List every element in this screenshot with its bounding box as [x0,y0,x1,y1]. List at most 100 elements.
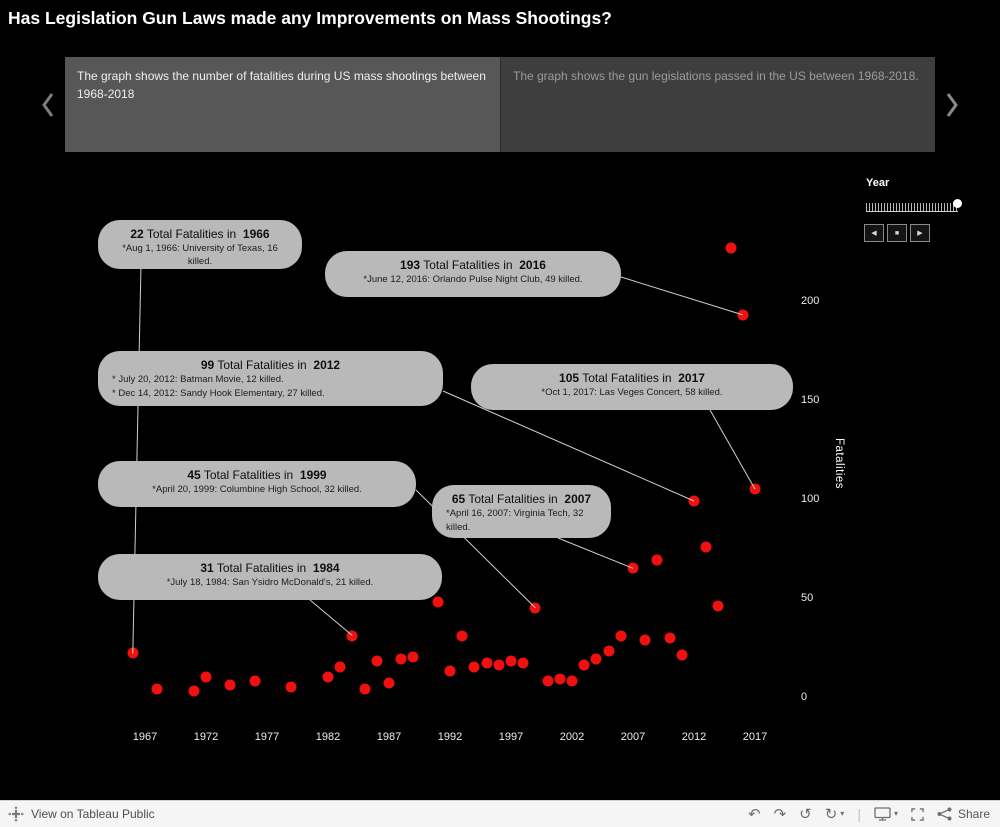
data-point-1993[interactable] [456,630,468,642]
data-point-2008[interactable] [639,634,651,646]
story-point-fatalities[interactable]: The graph shows the number of fatalities… [65,57,500,152]
data-point-1999[interactable] [529,602,541,614]
caret-down-icon[interactable]: ▾ [840,809,845,818]
share-icon[interactable]: Share [937,807,990,821]
data-point-2009[interactable] [651,554,663,566]
data-point-2006[interactable] [615,630,627,642]
data-point-2004[interactable] [590,653,602,665]
step-forward-button[interactable]: ▶ [910,224,930,242]
undo-icon[interactable]: ↶ [747,805,761,823]
x-tick-label: 1977 [254,731,280,743]
y-tick-label: 200 [801,295,820,307]
annotation-title: 31 Total Fatalities in 1984 [200,561,340,575]
playback-controls: ◀ ■ ▶ [864,224,933,242]
data-point-2012[interactable] [688,495,700,507]
data-point-1994[interactable] [468,661,480,673]
x-tick-label: 2007 [620,731,646,743]
data-point-1991[interactable] [432,596,444,608]
x-tick-label: 1997 [498,731,524,743]
data-point-2005[interactable] [603,645,615,657]
annotation-detail-line: *July 18, 1984: San Ysidro McDonald's, 2… [166,577,374,588]
year-slider-knob[interactable] [953,199,962,208]
y-tick-label: 0 [801,691,808,703]
annotation-2017: 105 Total Fatalities in 2017 *Oct 1, 2017… [471,364,793,410]
data-point-1979[interactable] [285,681,297,693]
x-tick-label: 1982 [315,731,341,743]
data-point-2000[interactable] [542,675,554,687]
year-slider-track[interactable] [866,199,962,212]
tableau-logo-icon [8,806,24,822]
display-icon[interactable]: ▾ [874,807,898,821]
data-point-2013[interactable] [700,541,712,553]
bottom-toolbar: View on Tableau Public ↶ ↷ ↺ ↻ ▾ | ▾ Share [0,800,1000,827]
data-point-1968[interactable] [151,683,163,695]
data-point-2016[interactable] [737,309,749,321]
data-point-1995[interactable] [481,657,493,669]
annotation-2016: 193 Total Fatalities in 2016 *June 12, 20… [325,251,621,297]
data-point-1966[interactable] [127,647,139,659]
annotation-1999: 45 Total Fatalities in 1999 *April 20, 19… [98,461,416,507]
toolbar-separator: | [857,806,861,822]
annotation-1966: 22 Total Fatalities in 1966 *Aug 1, 1966:… [98,220,302,269]
y-tick-label: 100 [801,493,820,505]
data-point-1997[interactable] [505,655,517,667]
chevron-right-icon [946,93,958,117]
data-point-1971[interactable] [188,685,200,697]
chevron-left-icon [42,93,54,117]
view-on-tableau-public-link[interactable]: View on Tableau Public [31,807,155,821]
data-point-2001[interactable] [554,673,566,685]
y-tick-label: 150 [801,394,820,406]
annotation-detail-line: * Dec 14, 2012: Sandy Hook Elementary, 2… [112,388,325,400]
y-tick-label: 50 [801,592,814,604]
redo-icon[interactable]: ↷ [773,805,787,823]
data-point-1985[interactable] [359,683,371,695]
refresh-icon[interactable]: ↻ ▾ [824,805,845,823]
data-point-2010[interactable] [664,632,676,644]
story-prev-button[interactable] [40,89,56,126]
data-point-1972[interactable] [200,671,212,683]
annotation-title: 65 Total Fatalities in 2007 [451,492,592,506]
data-point-1984[interactable] [346,630,358,642]
data-point-2007[interactable] [627,562,639,574]
data-point-1974[interactable] [224,679,236,691]
annotation-title: 193 Total Fatalities in 2016 [400,258,546,272]
data-point-1992[interactable] [444,665,456,677]
dashboard-title: Has Legislation Gun Laws made any Improv… [8,8,612,28]
data-point-1988[interactable] [395,653,407,665]
data-point-1987[interactable] [383,677,395,689]
annotation-detail-line: killed. [446,522,471,534]
annotation-detail-line: *April 16, 2007: Virginia Tech, 32 [446,508,584,519]
annotation-detail-line: *Aug 1, 1966: University of Texas, 16 ki… [122,243,278,268]
replay-icon[interactable]: ↺ [799,805,812,823]
data-point-1986[interactable] [371,655,383,667]
data-point-1976[interactable] [249,675,261,687]
data-point-2011[interactable] [676,649,688,661]
caret-down-icon[interactable]: ▾ [893,809,898,818]
annotation-2007: 65 Total Fatalities in 2007 *April 16, 20… [432,485,611,538]
data-point-1989[interactable] [407,651,419,663]
data-point-1998[interactable] [517,657,529,669]
story-point-legislations[interactable]: The graph shows the gun legislations pas… [500,57,935,152]
annotation-title: 22 Total Fatalities in 1966 [130,227,270,241]
share-label[interactable]: Share [957,807,990,821]
annotation-detail-line: *Oct 1, 2017: Las Veges Concert, 58 kill… [541,387,723,398]
data-point-2002[interactable] [566,675,578,687]
data-point-2015[interactable] [725,242,737,254]
data-point-2017[interactable] [749,483,761,495]
stop-button[interactable]: ■ [887,224,907,242]
data-point-2003[interactable] [578,659,590,671]
story-next-button[interactable] [944,89,960,126]
x-tick-label: 2002 [559,731,585,743]
step-back-button[interactable]: ◀ [864,224,884,242]
annotation-detail-line: *April 20, 1999: Columbine High School, … [152,484,362,495]
annotation-title: 45 Total Fatalities in 1999 [187,468,327,482]
data-point-1983[interactable] [334,661,346,673]
fullscreen-icon[interactable] [911,807,924,821]
data-point-1982[interactable] [322,671,334,683]
annotation-detail-line: * July 20, 2012: Batman Movie, 12 killed… [112,374,284,385]
data-point-2014[interactable] [712,600,724,612]
x-tick-label: 2017 [742,731,768,743]
data-point-1996[interactable] [493,659,505,671]
y-axis-title: Fatalities [833,438,845,490]
